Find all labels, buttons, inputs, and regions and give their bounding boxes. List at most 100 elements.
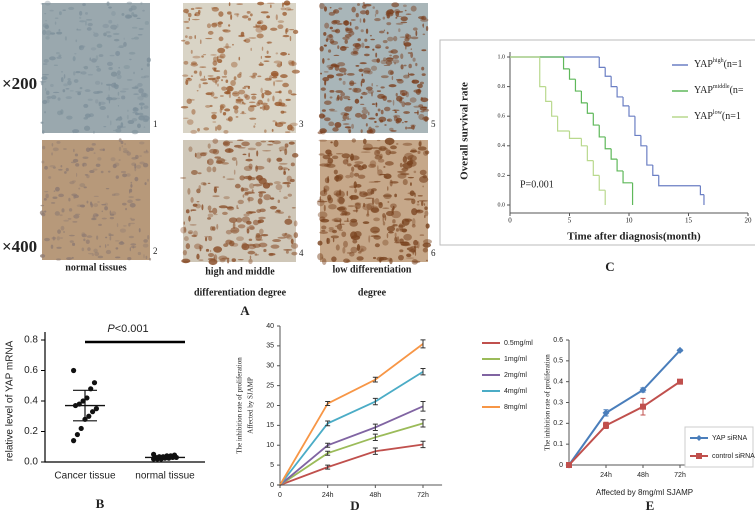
texture (60, 77, 64, 83)
texture (95, 55, 99, 61)
texture (394, 241, 405, 244)
texture (96, 90, 103, 94)
y-tick-label: 10 (266, 442, 274, 449)
texture (221, 86, 227, 91)
texture (323, 71, 329, 73)
error-bar (372, 376, 378, 383)
y-axis-label: Affected by SJAMP (247, 377, 255, 434)
texture (355, 64, 360, 67)
texture (349, 185, 357, 189)
texture (336, 197, 346, 204)
texture (273, 60, 282, 64)
texture (237, 207, 239, 210)
texture (122, 173, 128, 178)
texture (374, 155, 383, 160)
texture (268, 253, 274, 257)
texture (208, 210, 213, 213)
texture (390, 49, 398, 54)
survival-step (598, 125, 606, 138)
texture (331, 155, 339, 160)
texture (394, 236, 398, 243)
caption: normal tissues (65, 262, 127, 273)
texture (396, 95, 403, 102)
texture (137, 251, 142, 256)
texture (334, 121, 342, 128)
texture (224, 148, 234, 153)
texture (128, 235, 135, 239)
texture (319, 231, 328, 234)
texture (142, 162, 149, 168)
texture (113, 192, 120, 196)
texture (122, 88, 130, 90)
texture (323, 31, 327, 36)
texture (248, 258, 253, 265)
y-tick-label: 0.2 (553, 420, 563, 427)
texture (397, 170, 407, 173)
texture (247, 197, 254, 202)
annotation: P<0.001 (107, 323, 148, 335)
texture (97, 201, 100, 203)
texture (95, 214, 99, 217)
texture (278, 102, 286, 107)
texture (121, 12, 125, 16)
marker (603, 422, 609, 429)
texture (101, 203, 107, 206)
texture (243, 165, 253, 172)
texture (118, 66, 120, 69)
texture (226, 118, 231, 121)
texture (97, 157, 102, 161)
caption: differentiation degree (194, 287, 287, 298)
texture (249, 255, 252, 260)
texture (420, 110, 425, 113)
texture (349, 251, 355, 257)
texture (202, 82, 208, 85)
texture (324, 187, 326, 195)
texture (367, 89, 374, 94)
texture (203, 75, 206, 79)
texture (119, 228, 127, 233)
texture (357, 174, 366, 179)
texture (236, 204, 238, 210)
texture (350, 231, 358, 239)
texture (365, 28, 369, 34)
texture (270, 27, 278, 31)
texture (110, 120, 112, 126)
x-tick-label: 72h (674, 472, 686, 479)
texture (72, 221, 78, 223)
texture (143, 150, 149, 154)
texture (415, 62, 418, 67)
texture (388, 84, 397, 88)
texture (199, 70, 202, 77)
texture (137, 34, 143, 36)
texture (375, 52, 378, 58)
texture (83, 125, 91, 131)
survival-step (616, 86, 624, 98)
texture (207, 30, 214, 35)
texture (93, 248, 98, 253)
texture (241, 243, 250, 251)
texture (343, 220, 350, 223)
texture (367, 209, 369, 216)
texture (284, 218, 293, 225)
texture (404, 33, 410, 38)
texture (40, 254, 46, 258)
texture (105, 249, 112, 255)
texture (411, 259, 418, 265)
texture (108, 85, 110, 91)
y-tick-label: 0 (270, 482, 274, 489)
texture (260, 102, 268, 105)
y-tick-label: 5 (270, 462, 274, 469)
texture (182, 249, 187, 256)
texture (326, 237, 329, 245)
texture (223, 243, 229, 248)
survival-step (622, 96, 629, 107)
texture (242, 15, 249, 19)
texture (104, 206, 108, 211)
texture (248, 152, 250, 158)
texture (402, 179, 408, 186)
texture (183, 221, 185, 225)
texture (142, 243, 149, 248)
texture (414, 251, 417, 256)
texture (273, 181, 281, 185)
texture (216, 55, 225, 59)
